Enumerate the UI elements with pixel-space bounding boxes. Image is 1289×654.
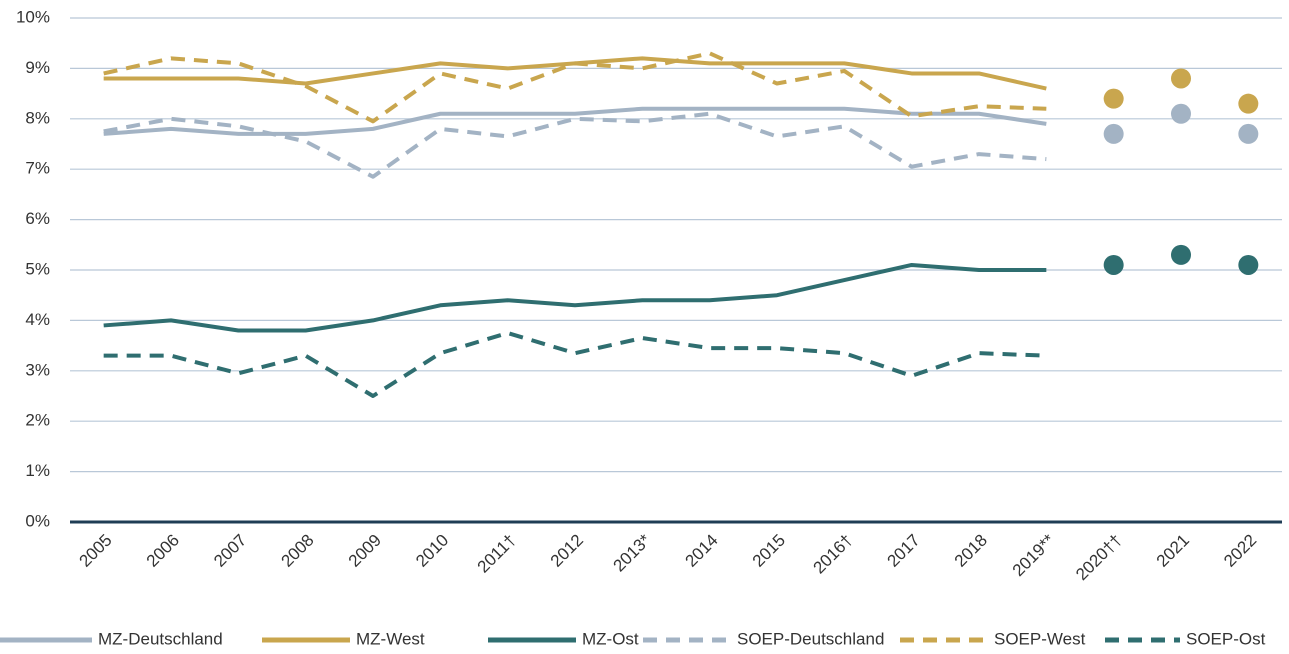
y-tick-label: 9%	[25, 58, 50, 77]
point	[1103, 123, 1124, 144]
line	[103, 106, 1047, 136]
x-tick-label: 2005	[75, 531, 115, 571]
x-tick-label: 2016†	[809, 531, 856, 578]
y-tick-label: 4%	[25, 310, 50, 329]
line	[103, 51, 1047, 124]
x-tick-label: 2022	[1220, 531, 1260, 571]
legend-label: MZ-Ost	[582, 629, 639, 648]
legend-label: MZ-Deutschland	[98, 629, 223, 648]
y-tick-label: 1%	[25, 461, 50, 480]
legend-label: SOEP-Ost	[1186, 629, 1266, 648]
point	[1171, 68, 1191, 89]
x-tick-label: 2020††	[1072, 531, 1126, 585]
x-tick-label: 2015	[749, 531, 789, 571]
legend-label: MZ-West	[356, 629, 425, 648]
y-tick-label: 3%	[25, 360, 50, 379]
point	[1103, 88, 1124, 109]
y-tick-label: 7%	[25, 159, 50, 178]
point	[1238, 254, 1259, 275]
x-tick-label: 2013*	[609, 530, 654, 575]
line	[103, 111, 1047, 179]
y-tick-label: 10%	[16, 7, 50, 26]
point	[1171, 244, 1191, 265]
x-tick-label: 2014	[681, 531, 721, 571]
x-tick-label: 2012	[547, 531, 587, 571]
y-tick-label: 0%	[25, 511, 50, 530]
x-tick-label: 2019**	[1009, 530, 1059, 580]
point	[1103, 254, 1124, 275]
point	[1238, 93, 1259, 114]
legend-label: SOEP-Deutschland	[737, 629, 884, 648]
y-tick-label: 8%	[25, 108, 50, 127]
x-tick-label: 2011†	[474, 531, 520, 577]
x-tick-label: 2006	[143, 531, 183, 571]
x-tick-label: 2007	[210, 531, 250, 571]
x-tick-label: 2018	[951, 531, 991, 571]
x-tick-label: 2008	[277, 531, 317, 571]
point	[1171, 103, 1191, 124]
x-tick-label: 2017	[883, 531, 923, 571]
line	[103, 262, 1047, 333]
x-tick-label: 2009	[345, 531, 385, 571]
legend-label: SOEP-West	[994, 629, 1086, 648]
line	[103, 331, 1047, 398]
y-tick-label: 5%	[25, 259, 50, 278]
y-tick-label: 6%	[25, 209, 50, 228]
x-tick-label: 2010	[412, 531, 452, 571]
x-tick-label: 2021	[1153, 531, 1193, 571]
point	[1238, 123, 1259, 144]
y-tick-label: 2%	[25, 411, 50, 430]
